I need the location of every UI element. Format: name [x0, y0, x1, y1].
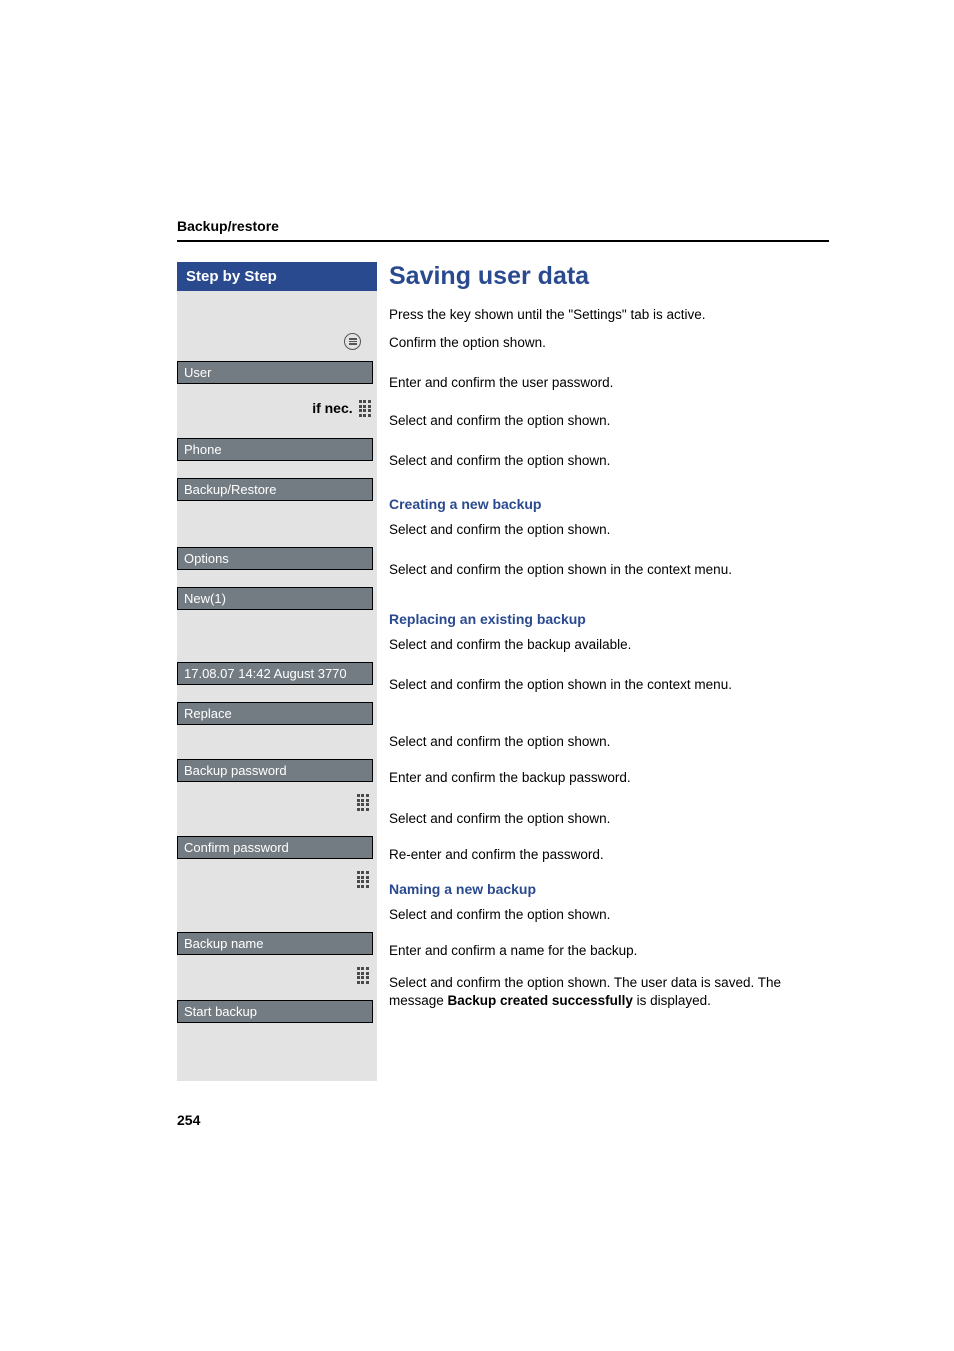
- menu-option-start-backup[interactable]: Start backup: [177, 1000, 373, 1023]
- sub-heading: Naming a new backup: [389, 881, 809, 897]
- step-by-step-header: Step by Step: [177, 262, 377, 291]
- page-number: 254: [177, 1112, 829, 1128]
- document-page: Backup/restore Step by Step User if nec.: [0, 0, 954, 1128]
- main-title: Saving user data: [389, 262, 809, 291]
- instruction-line: Select and confirm the option shown in t…: [389, 676, 809, 694]
- two-column-layout: Step by Step User if nec.: [177, 262, 829, 1082]
- if-nec-text: if nec.: [312, 400, 352, 416]
- keypad-icon: [357, 794, 369, 811]
- menu-option-backup-password[interactable]: Backup password: [177, 759, 373, 782]
- instruction-line: Enter and confirm the backup password.: [389, 769, 809, 787]
- keypad-icon-row-3: [177, 967, 377, 984]
- menu-key-icon: [344, 333, 361, 350]
- instr-fragment: is displayed.: [633, 993, 711, 1008]
- menu-option-new1[interactable]: New(1): [177, 587, 373, 610]
- instruction-line: Select and confirm the option shown.: [389, 452, 809, 470]
- instruction-line: Select and confirm the option shown in t…: [389, 561, 809, 579]
- if-necessary-label: if nec.: [177, 400, 377, 417]
- keypad-icon: [357, 871, 369, 888]
- instruction-line: Select and confirm the backup available.: [389, 636, 809, 654]
- menu-option-backup-name[interactable]: Backup name: [177, 932, 373, 955]
- menu-option-phone[interactable]: Phone: [177, 438, 373, 461]
- keypad-icon-row-2: [177, 871, 377, 888]
- sub-heading: Creating a new backup: [389, 496, 809, 512]
- keypad-icon-row-1: [177, 794, 377, 811]
- right-column: Saving user data Press the key shown unt…: [389, 262, 829, 1082]
- menu-option-confirm-password[interactable]: Confirm password: [177, 836, 373, 859]
- instruction-line: Select and confirm the option shown.: [389, 906, 809, 924]
- step-panel: User if nec. Phone Backup/Restore: [177, 291, 377, 1081]
- menu-option-options[interactable]: Options: [177, 547, 373, 570]
- left-column: Step by Step User if nec.: [177, 262, 377, 1082]
- instruction-line: Select and confirm the option shown.: [389, 810, 809, 828]
- menu-option-backup-restore[interactable]: Backup/Restore: [177, 478, 373, 501]
- menu-key-icon-row: [344, 333, 369, 350]
- instruction-line: Confirm the option shown.: [389, 334, 809, 352]
- keypad-icon: [357, 967, 369, 984]
- instruction-line: Enter and confirm the user password.: [389, 374, 809, 392]
- keypad-icon: [359, 400, 371, 417]
- menu-option-backup-entry[interactable]: 17.08.07 14:42 August 3770: [177, 662, 373, 685]
- instruction-line: Select and confirm the option shown.: [389, 521, 809, 539]
- section-header: Backup/restore: [177, 218, 829, 242]
- instruction-line: Re-enter and confirm the password.: [389, 846, 809, 864]
- instruction-line: Press the key shown until the "Settings"…: [389, 306, 809, 324]
- instruction-line-final: Select and confirm the option shown. The…: [389, 974, 809, 1010]
- sub-heading: Replacing an existing backup: [389, 611, 809, 627]
- menu-option-replace[interactable]: Replace: [177, 702, 373, 725]
- instruction-line: Enter and confirm a name for the backup.: [389, 942, 809, 960]
- menu-option-user[interactable]: User: [177, 361, 373, 384]
- instruction-line: Select and confirm the option shown.: [389, 733, 809, 751]
- instr-bold-fragment: Backup created successfully: [448, 993, 633, 1008]
- instruction-line: Select and confirm the option shown.: [389, 412, 809, 430]
